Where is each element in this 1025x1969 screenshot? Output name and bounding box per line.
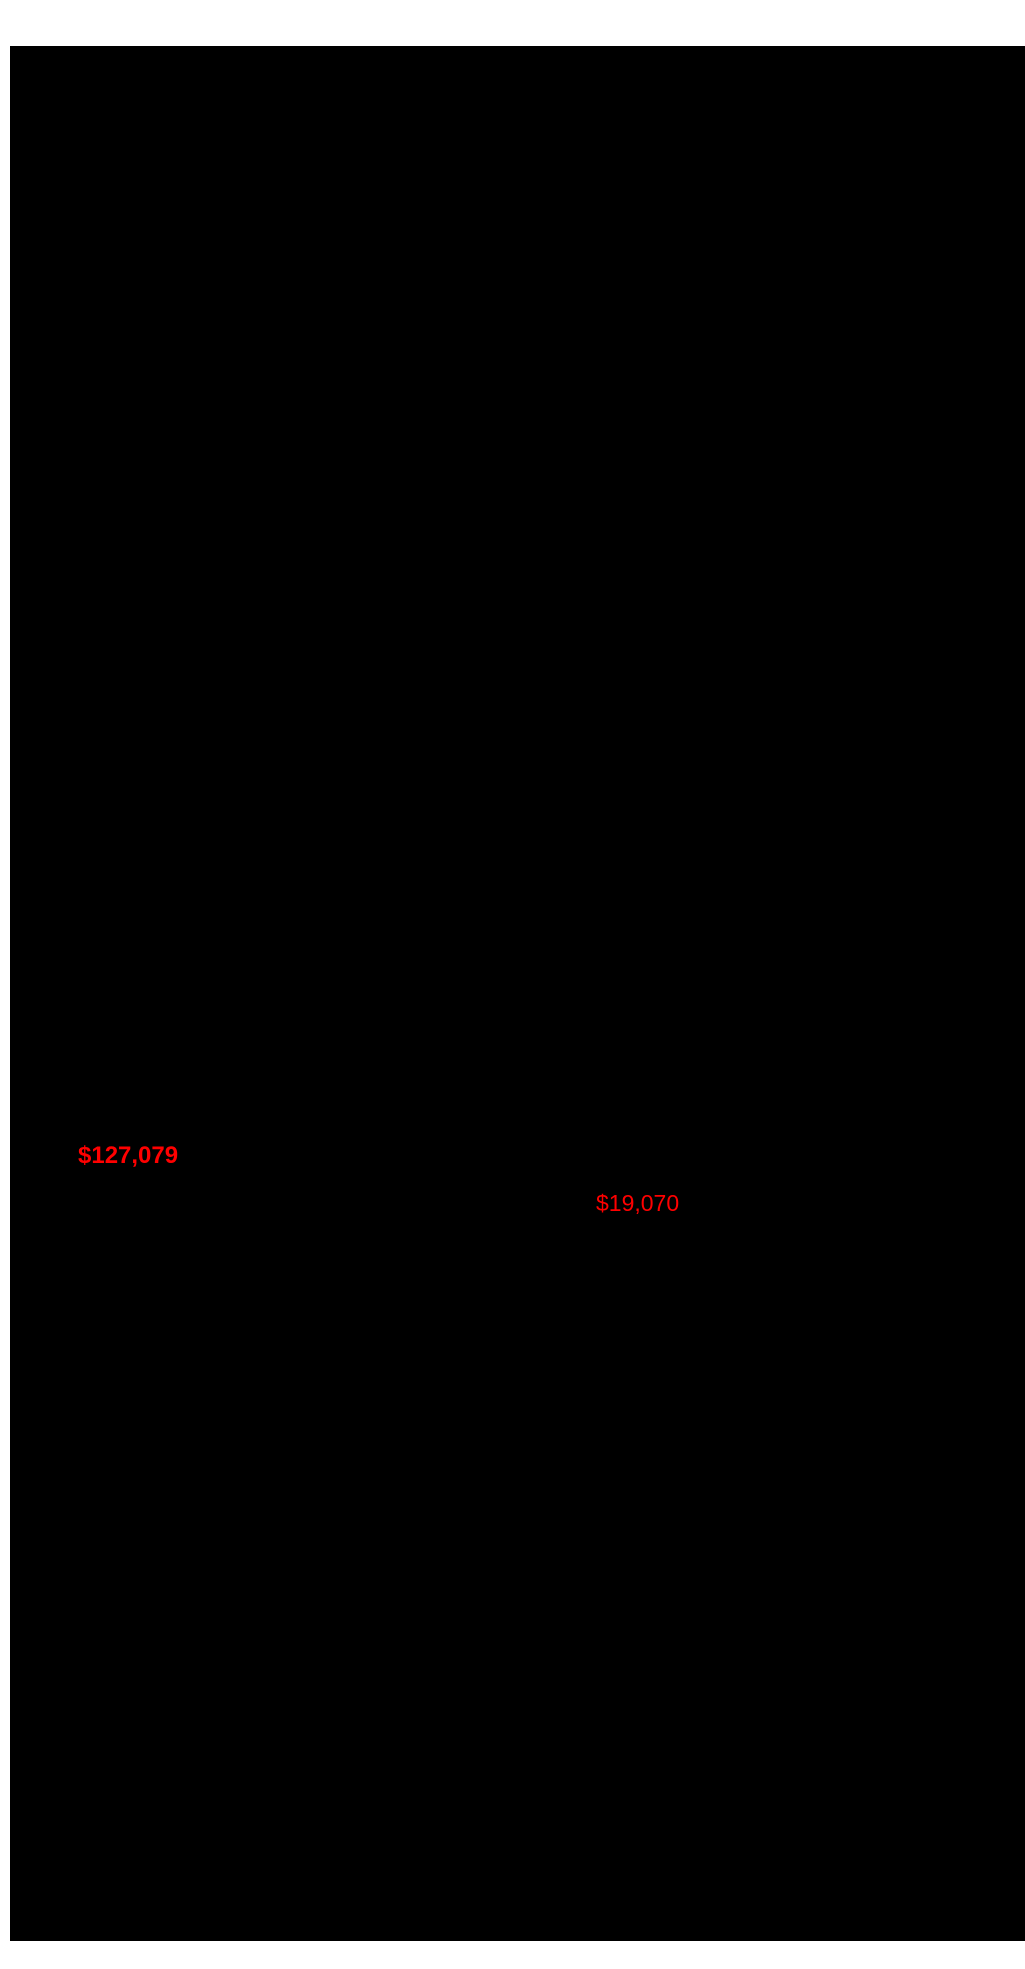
black-content-overlay: $127,079 $19,070 [10, 46, 1025, 1941]
price-marker-primary[interactable]: $127,079 [78, 1142, 179, 1169]
price-marker-secondary[interactable]: $19,070 [596, 1190, 680, 1216]
